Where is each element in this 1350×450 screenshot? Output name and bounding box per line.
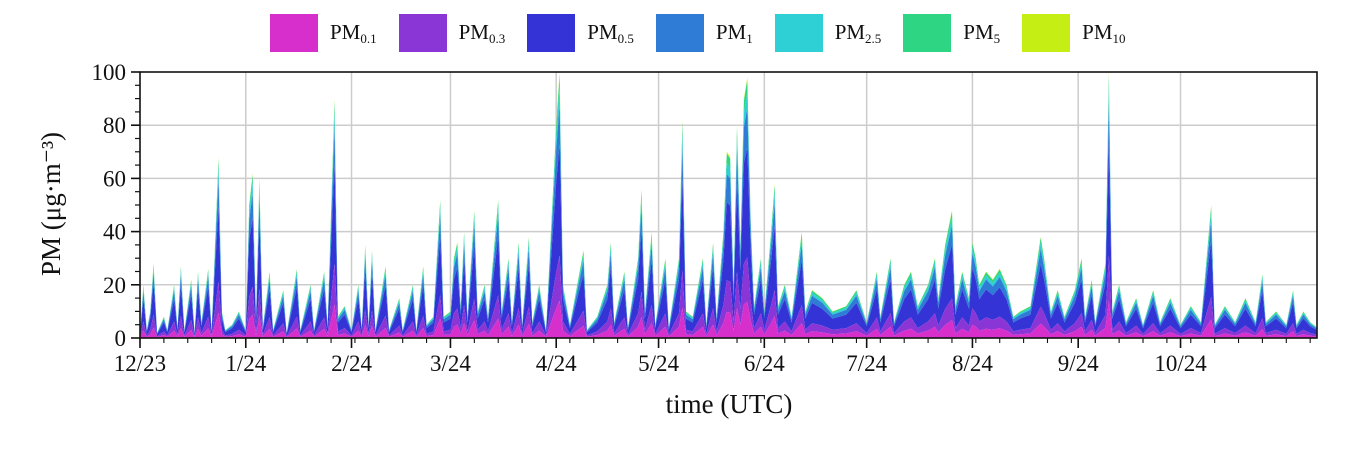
x-tick-label: 1/24 — [225, 351, 266, 376]
y-tick-label: 80 — [103, 113, 126, 138]
legend-label: PM10 — [1082, 19, 1126, 46]
legend-swatch — [903, 14, 952, 52]
legend-label: PM5 — [963, 19, 1001, 46]
y-tick-label: 100 — [92, 60, 127, 85]
x-axis: 12/23 1/24 2/24 3/24 4/24 5/24 6/24 7/24 8/24 9/2… — [114, 338, 1311, 376]
x-axis-label: time (UTC) — [666, 389, 793, 419]
y-axis-label: PM (μg·m⁻³) — [36, 132, 66, 276]
legend-item-pm01: PM0.1 — [270, 14, 377, 52]
legend-item-pm1: PM1 — [655, 14, 753, 52]
x-tick-label: 8/24 — [952, 351, 993, 376]
legend-label: PM0.1 — [330, 19, 377, 46]
legend-label: PM0.5 — [587, 19, 634, 46]
x-tick-label: 2/24 — [331, 351, 372, 376]
legend-label: PM1 — [715, 19, 753, 46]
legend-label: PM2.5 — [834, 19, 882, 46]
x-tick-label: 5/24 — [638, 351, 679, 376]
y-tick-label: 60 — [103, 166, 126, 191]
legend-item-pm5: PM5 — [903, 14, 1000, 52]
chart-legend: PM0.1 PM0.3 PM0.5 PM1 PM2.5 PM5 PM10 — [270, 14, 1148, 52]
x-tick-label: 12/23 — [114, 351, 166, 376]
legend-swatch — [774, 14, 823, 52]
legend-swatch — [270, 14, 318, 52]
y-axis: 0 20 40 60 80 100 — [92, 60, 140, 351]
x-tick-label: 10/24 — [1154, 351, 1207, 376]
area-pm05 — [140, 143, 1317, 337]
stacked-areas — [140, 72, 1317, 338]
x-tick-label: 4/24 — [536, 351, 577, 376]
legend-swatch — [655, 14, 704, 52]
x-tick-label: 3/24 — [430, 351, 471, 376]
y-tick-label: 20 — [103, 273, 126, 298]
legend-item-pm03: PM0.3 — [398, 14, 506, 52]
legend-swatch — [527, 14, 576, 52]
y-tick-label: 0 — [115, 326, 127, 351]
legend-item-pm10: PM10 — [1022, 14, 1126, 52]
x-tick-label: 6/24 — [744, 351, 785, 376]
x-tick-label: 7/24 — [846, 351, 887, 376]
y-tick-label: 40 — [103, 220, 126, 245]
legend-swatch — [398, 14, 447, 52]
x-tick-label: 9/24 — [1058, 351, 1099, 376]
area-pm01 — [140, 300, 1317, 338]
legend-swatch — [1022, 14, 1071, 52]
legend-item-pm05: PM0.5 — [527, 14, 634, 52]
legend-label: PM0.3 — [458, 19, 506, 46]
area-pm03 — [140, 255, 1317, 338]
legend-item-pm25: PM2.5 — [774, 14, 882, 52]
